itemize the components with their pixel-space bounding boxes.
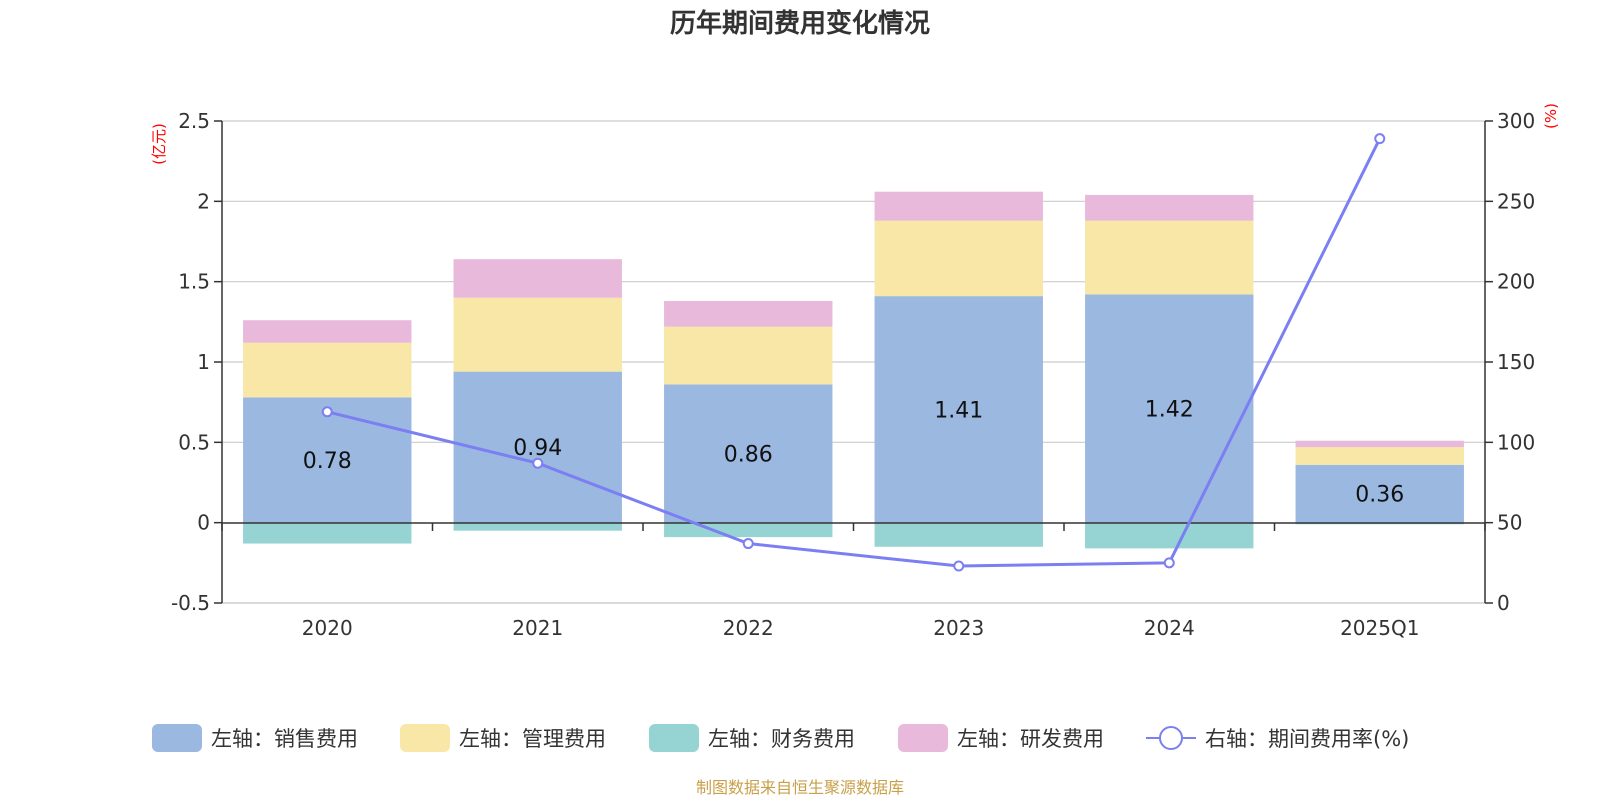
x-tick-label: 2022 bbox=[723, 616, 774, 640]
rate-point bbox=[1374, 133, 1386, 145]
data-label: 1.41 bbox=[934, 398, 983, 423]
tick-labels: -0.5 0 0.5 1 1.5 2 2.5 0 50 100 150 200 250 300 2020 20… bbox=[171, 109, 1535, 640]
data-label: 0.36 bbox=[1355, 483, 1404, 508]
bar-segment bbox=[664, 300, 833, 327]
legend-swatch bbox=[898, 724, 948, 752]
left-tick-label: 0.5 bbox=[178, 430, 210, 454]
bar-segment bbox=[664, 522, 833, 538]
legend-label: 右轴：期间费用率(%) bbox=[1205, 727, 1409, 751]
bar-segment bbox=[243, 320, 412, 343]
bar-segment bbox=[664, 326, 833, 385]
source-note: 制图数据来自恒生聚源数据库 bbox=[696, 778, 904, 797]
axes bbox=[214, 120, 1493, 604]
gridlines bbox=[222, 120, 1485, 604]
legend-label: 左轴：研发费用 bbox=[957, 727, 1104, 751]
legend: 左轴：销售费用 左轴：管理费用 左轴：财务费用 左轴：研发费用 右轴：期间费用率(%) bbox=[152, 724, 1409, 752]
bar-segment bbox=[664, 384, 833, 523]
legend-label: 左轴：销售费用 bbox=[211, 727, 358, 751]
data-label: 0.78 bbox=[303, 449, 352, 474]
bar-segment bbox=[243, 342, 412, 398]
legend-swatch bbox=[400, 724, 450, 752]
bar-segment bbox=[1295, 440, 1464, 448]
rate-line bbox=[321, 133, 1386, 572]
right-tick-label: 200 bbox=[1497, 270, 1535, 294]
bar-segment bbox=[1295, 464, 1464, 523]
bar-segment bbox=[1085, 220, 1254, 295]
x-tick-label: 2020 bbox=[302, 616, 353, 640]
data-label: 1.42 bbox=[1145, 398, 1194, 423]
bar-segment bbox=[1085, 522, 1254, 549]
left-tick-label: 2 bbox=[197, 189, 210, 213]
bar-segment bbox=[1085, 294, 1254, 523]
right-axis-unit: (%) bbox=[1542, 103, 1560, 129]
rate-point bbox=[742, 538, 754, 550]
right-tick-label: 300 bbox=[1497, 109, 1535, 133]
rate-point bbox=[532, 457, 544, 469]
left-tick-label: 0 bbox=[197, 511, 210, 535]
rate-point bbox=[953, 560, 965, 572]
bar-segment bbox=[453, 259, 622, 298]
left-tick-label: 1 bbox=[197, 350, 210, 374]
right-tick-label: 150 bbox=[1497, 350, 1535, 374]
rate-point bbox=[321, 406, 333, 418]
bar-segment bbox=[453, 371, 622, 523]
rate-point bbox=[1163, 557, 1175, 569]
data-labels: 0.78 0.94 0.86 1.41 1.42 0.36 bbox=[303, 398, 1404, 508]
right-tick-label: 250 bbox=[1497, 189, 1535, 213]
bar-segment bbox=[1085, 194, 1254, 221]
x-tick-label: 2021 bbox=[512, 616, 563, 640]
legend-marker bbox=[1159, 726, 1183, 750]
bar-segment bbox=[243, 397, 412, 523]
left-tick-label: -0.5 bbox=[171, 591, 210, 615]
bar-segment bbox=[874, 191, 1043, 221]
bar-segment bbox=[874, 220, 1043, 297]
bars bbox=[243, 191, 1464, 549]
legend-label: 左轴：管理费用 bbox=[459, 727, 606, 751]
left-axis-unit: (亿元) bbox=[150, 123, 168, 165]
right-tick-label: 100 bbox=[1497, 430, 1535, 454]
x-tick-label: 2024 bbox=[1144, 616, 1195, 640]
bar-segment bbox=[243, 522, 412, 544]
right-tick-label: 0 bbox=[1497, 591, 1510, 615]
x-tick-label: 2023 bbox=[933, 616, 984, 640]
data-label: 0.86 bbox=[724, 443, 773, 468]
left-tick-label: 1.5 bbox=[178, 270, 210, 294]
bar-segment bbox=[1295, 447, 1464, 465]
chart-title: 历年期间费用变化情况 bbox=[670, 8, 930, 39]
left-tick-label: 2.5 bbox=[178, 109, 210, 133]
bar-segment bbox=[874, 296, 1043, 523]
right-tick-label: 50 bbox=[1497, 511, 1522, 535]
x-tick-label: 2025Q1 bbox=[1340, 616, 1419, 640]
rate-line-path bbox=[326, 138, 1382, 568]
legend-label: 左轴：财务费用 bbox=[708, 727, 855, 751]
legend-swatch bbox=[152, 724, 202, 752]
data-label: 0.94 bbox=[513, 436, 562, 461]
bar-segment bbox=[453, 297, 622, 372]
bar-segment bbox=[874, 522, 1043, 547]
legend-swatch bbox=[649, 724, 699, 752]
bar-segment bbox=[453, 522, 622, 531]
